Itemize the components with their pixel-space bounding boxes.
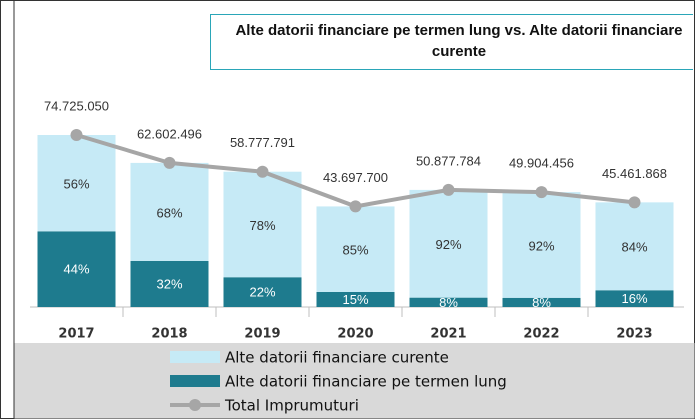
line-marker	[256, 165, 269, 178]
data-label: 84%	[621, 240, 647, 255]
bar-segment	[595, 202, 674, 291]
data-label: 85%	[342, 243, 368, 258]
data-label: 92%	[528, 238, 554, 253]
bar-segment	[316, 206, 395, 292]
legend-label: Alte datorii financiare curente	[225, 349, 449, 367]
data-label: 92%	[435, 237, 461, 252]
line-marker	[70, 129, 83, 141]
bar-segment	[223, 171, 302, 278]
bar-segment	[502, 192, 581, 298]
bar-segment	[37, 231, 116, 307]
bar-segment	[316, 291, 395, 307]
bar-segment	[130, 162, 209, 261]
data-label: 68%	[156, 205, 182, 220]
line-marker	[628, 196, 641, 209]
data-label: 8%	[532, 295, 551, 310]
legend-swatch	[170, 351, 220, 363]
data-label: 43.697.700	[323, 170, 388, 185]
data-label: 62.602.496	[137, 126, 202, 141]
x-tick-label: 2020	[337, 327, 373, 342]
data-label: 45.461.868	[602, 166, 667, 181]
data-label: 15%	[342, 292, 368, 307]
bar-segment	[37, 135, 116, 232]
data-label: 44%	[63, 262, 89, 277]
line-marker	[442, 183, 455, 196]
bar-segment	[409, 189, 488, 298]
data-label: 50.877.784	[416, 153, 481, 168]
data-label: 58.777.791	[230, 135, 295, 150]
line-marker	[163, 156, 176, 169]
data-label: 49.904.456	[509, 156, 574, 171]
data-label: 8%	[439, 295, 458, 310]
legend-swatch	[170, 375, 220, 387]
data-label: 78%	[249, 218, 275, 233]
bar-segment	[409, 297, 488, 307]
bar-segment	[223, 277, 302, 307]
x-tick-label: 2019	[244, 327, 280, 342]
line-marker	[535, 186, 548, 199]
title-box: Alte datorii financiare pe termen lung v…	[210, 14, 693, 70]
legend-label: Total Imprumuturi	[224, 397, 359, 415]
data-label: 56%	[63, 177, 89, 192]
x-tick-label: 2023	[616, 327, 652, 342]
data-label: 32%	[156, 276, 182, 291]
data-label: 16%	[621, 291, 647, 306]
legend-band	[14, 343, 695, 419]
legend-swatch	[189, 399, 201, 411]
x-tick-label: 2017	[58, 327, 94, 342]
legend-label: Alte datorii financiare pe termen lung	[225, 373, 507, 391]
data-label: 74.725.050	[44, 98, 109, 113]
x-tick-label: 2021	[430, 327, 466, 342]
chart-title: Alte datorii financiare pe termen lung v…	[235, 22, 683, 60]
x-tick-label: 2022	[523, 327, 559, 342]
bar-segment	[502, 297, 581, 307]
bar-segment	[130, 260, 209, 307]
x-tick-label: 2018	[151, 327, 187, 342]
data-label: 22%	[249, 285, 275, 300]
bar-segment	[595, 290, 674, 307]
line-marker	[349, 200, 362, 213]
